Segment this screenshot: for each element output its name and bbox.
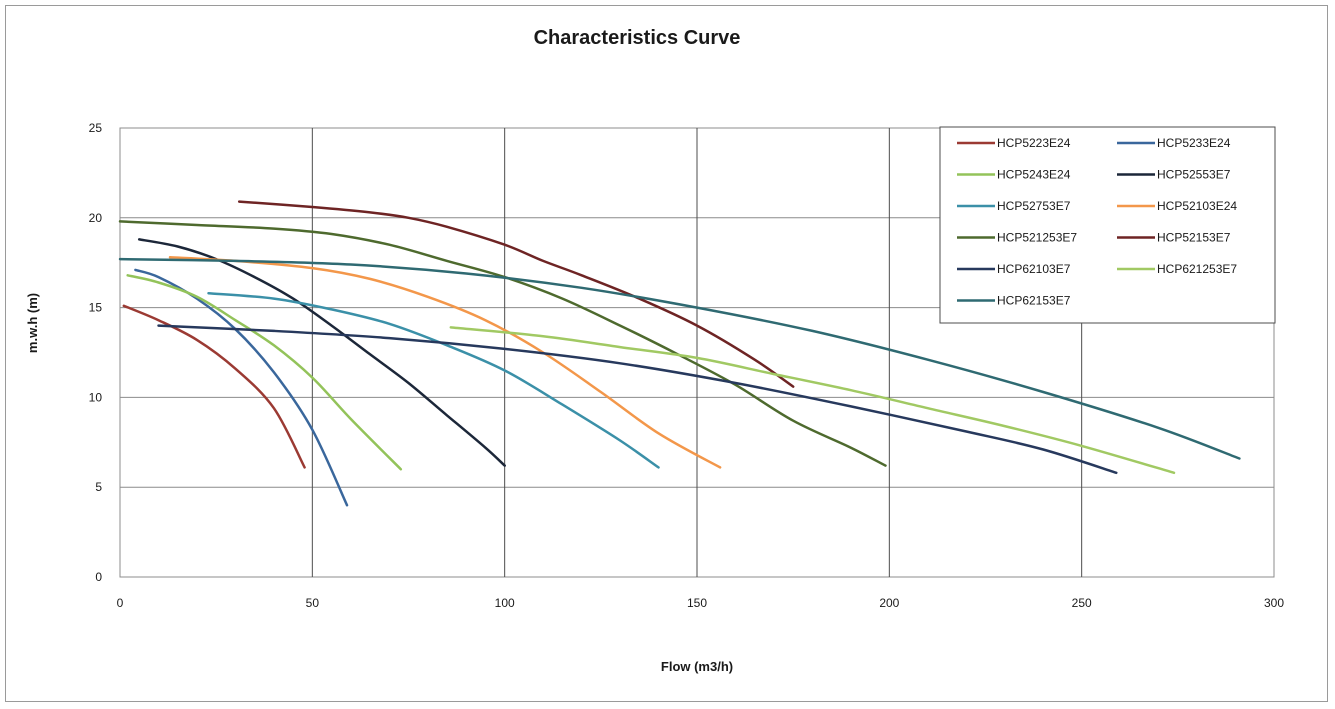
y-tick-label: 0	[95, 570, 102, 584]
chart-title: Characteristics Curve	[534, 27, 741, 49]
series-line-hcp62103e7	[159, 326, 1117, 473]
series-line-hcp52103e24	[170, 257, 720, 467]
y-tick-label: 25	[89, 121, 103, 135]
x-tick-label: 150	[687, 596, 707, 610]
series-line-hcp52753e7	[209, 293, 659, 467]
x-tick-label: 50	[306, 596, 320, 610]
series-line-hcp521253e7	[120, 221, 886, 465]
y-tick-label: 5	[95, 480, 102, 494]
legend-label: HCP5223E24	[997, 136, 1071, 150]
legend-label: HCP621253E7	[1157, 262, 1237, 276]
legend-label: HCP5233E24	[1157, 136, 1231, 150]
legend-label: HCP5243E24	[997, 168, 1071, 182]
x-axis-title: Flow (m3/h)	[661, 659, 733, 674]
series-line-hcp5243e24	[128, 275, 401, 469]
legend-label: HCP521253E7	[997, 231, 1077, 245]
legend-label: HCP62103E7	[997, 262, 1071, 276]
y-axis-title: m.w.h (m)	[25, 293, 40, 353]
x-tick-label: 0	[117, 596, 124, 610]
series-line-hcp52153e7	[239, 202, 793, 387]
x-tick-label: 300	[1264, 596, 1284, 610]
y-tick-label: 20	[89, 211, 103, 225]
series-line-hcp621253e7	[451, 327, 1174, 472]
legend-label: HCP52753E7	[997, 199, 1071, 213]
legend-label: HCP62153E7	[997, 294, 1071, 308]
legend: HCP5223E24 HCP5233E24 HCP5243E24 HCP52553E7…	[940, 127, 1275, 323]
y-tick-label: 10	[89, 390, 103, 404]
legend-box	[940, 127, 1275, 323]
x-tick-label: 100	[495, 596, 515, 610]
series-line-hcp52553e7	[139, 239, 505, 465]
x-tick-label: 200	[879, 596, 899, 610]
y-tick-label: 15	[89, 301, 103, 315]
x-tick-label: 250	[1072, 596, 1092, 610]
legend-label: HCP52103E24	[1157, 199, 1237, 213]
legend-label: HCP52553E7	[1157, 168, 1231, 182]
legend-label: HCP52153E7	[1157, 231, 1231, 245]
